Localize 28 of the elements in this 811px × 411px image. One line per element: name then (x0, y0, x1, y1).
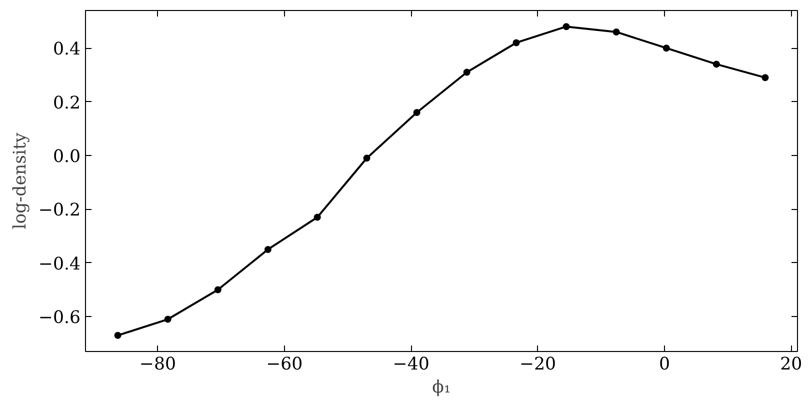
x-tick-label: 20 (780, 354, 802, 374)
x-tick-label: −60 (266, 354, 303, 374)
y-tick-label: 0.4 (52, 40, 81, 60)
x-tick-label: −80 (139, 354, 176, 374)
y-tick-label: 0.2 (52, 93, 81, 114)
point (413, 109, 420, 116)
y-tick-label: −0.6 (38, 308, 80, 328)
y-axis-title: log-density (10, 132, 30, 230)
x-axis-title: ϕ₁ (432, 378, 451, 398)
point (712, 60, 720, 68)
point (463, 68, 470, 76)
x-tick-label: −40 (392, 354, 430, 374)
y-tick-label: 0.0 (52, 146, 81, 167)
point (562, 23, 570, 30)
point (314, 214, 321, 221)
point (363, 154, 370, 162)
x-tick-label: 0 (658, 354, 670, 374)
point (612, 28, 620, 36)
point (214, 286, 222, 294)
point (164, 316, 172, 323)
y-tick-label: −0.2 (38, 200, 80, 221)
point (662, 44, 670, 52)
point (264, 246, 272, 253)
x-tick-label: −20 (520, 354, 556, 374)
point (762, 74, 769, 82)
point (512, 39, 520, 46)
point (114, 332, 122, 339)
y-tick-label: −0.4 (38, 254, 80, 274)
